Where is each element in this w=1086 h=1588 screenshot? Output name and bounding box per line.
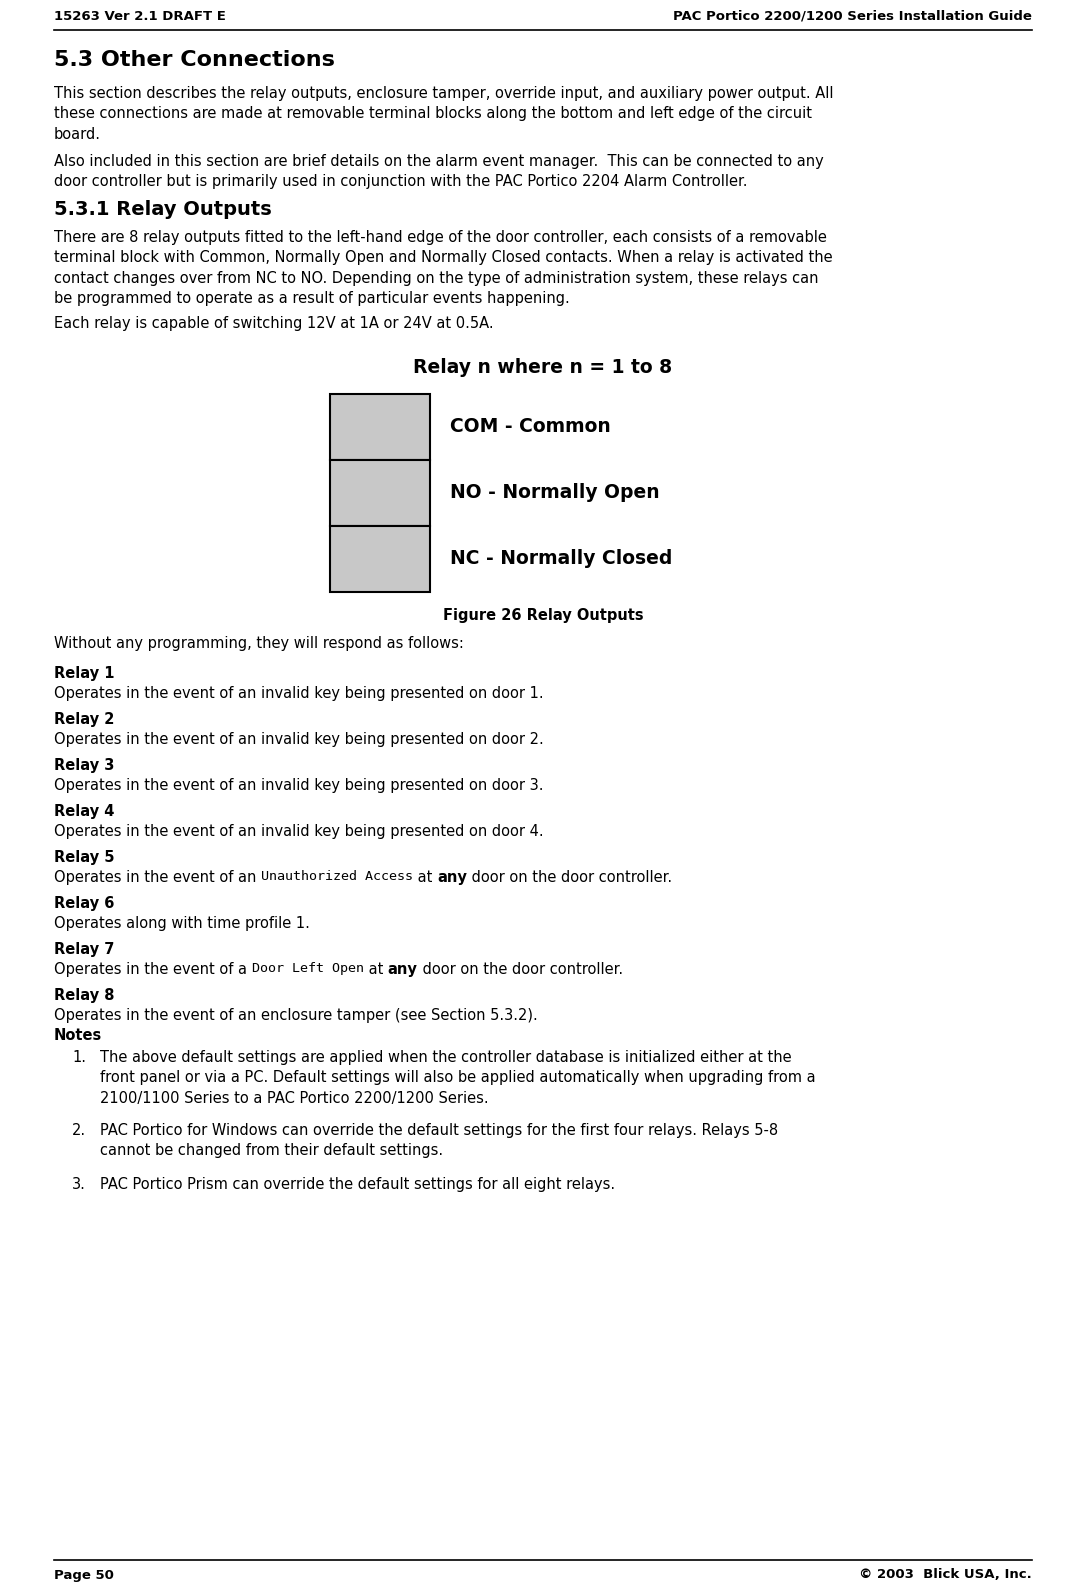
Text: Operates in the event of an invalid key being presented on door 1.: Operates in the event of an invalid key … [54,686,544,700]
Text: Operates in the event of an invalid key being presented on door 3.: Operates in the event of an invalid key … [54,778,543,792]
Text: Relay 1: Relay 1 [54,665,114,681]
Text: Relay 8: Relay 8 [54,988,114,1004]
Text: Door Left Open: Door Left Open [252,962,364,975]
Text: at: at [413,870,437,885]
Text: Relay 3: Relay 3 [54,757,114,773]
Text: NC - Normally Closed: NC - Normally Closed [450,549,672,569]
Text: Relay n where n = 1 to 8: Relay n where n = 1 to 8 [414,357,672,376]
Text: PAC Portico Prism can override the default settings for all eight relays.: PAC Portico Prism can override the defau… [100,1177,615,1193]
Text: Operates in the event of an invalid key being presented on door 2.: Operates in the event of an invalid key … [54,732,544,746]
Text: Page 50: Page 50 [54,1569,114,1582]
Text: Operates in the event of an invalid key being presented on door 4.: Operates in the event of an invalid key … [54,824,544,838]
Text: Operates along with time profile 1.: Operates along with time profile 1. [54,916,310,931]
Text: at: at [364,962,388,977]
Text: Operates in the event of an enclosure tamper (see Section 5.3.2).: Operates in the event of an enclosure ta… [54,1008,538,1023]
Bar [330,461,430,526]
Text: Operates in the event of a: Operates in the event of a [54,962,252,977]
Text: Figure 26 Relay Outputs: Figure 26 Relay Outputs [443,608,643,622]
Text: © 2003  Blick USA, Inc.: © 2003 Blick USA, Inc. [859,1569,1032,1582]
Text: Without any programming, they will respond as follows:: Without any programming, they will respo… [54,637,464,651]
Bar [330,526,430,592]
Text: Relay 5: Relay 5 [54,850,114,865]
Text: NO - Normally Open: NO - Normally Open [450,483,659,502]
Bar [330,394,430,461]
Text: Operates in the event of an: Operates in the event of an [54,870,261,885]
Text: door on the door controller.: door on the door controller. [467,870,672,885]
Text: PAC Portico 2200/1200 Series Installation Guide: PAC Portico 2200/1200 Series Installatio… [673,10,1032,22]
Text: Relay 4: Relay 4 [54,804,114,819]
Text: PAC Portico for Windows can override the default settings for the first four rel: PAC Portico for Windows can override the… [100,1123,779,1158]
Text: 3.: 3. [72,1177,86,1193]
Text: 1.: 1. [72,1050,86,1066]
Text: Also included in this section are brief details on the alarm event manager.  Thi: Also included in this section are brief … [54,154,824,189]
Text: 2.: 2. [72,1123,86,1139]
Text: any: any [437,870,467,885]
Text: Relay 7: Relay 7 [54,942,114,958]
Text: 15263 Ver 2.1 DRAFT E: 15263 Ver 2.1 DRAFT E [54,10,226,22]
Text: Relay 2: Relay 2 [54,711,114,727]
Text: This section describes the relay outputs, enclosure tamper, override input, and : This section describes the relay outputs… [54,86,833,141]
Text: The above default settings are applied when the controller database is initializ: The above default settings are applied w… [100,1050,816,1105]
Text: 5.3 Other Connections: 5.3 Other Connections [54,49,334,70]
Text: Each relay is capable of switching 12V at 1A or 24V at 0.5A.: Each relay is capable of switching 12V a… [54,316,494,330]
Text: Relay 6: Relay 6 [54,896,114,912]
Text: Notes: Notes [54,1027,102,1043]
Text: door on the door controller.: door on the door controller. [417,962,622,977]
Text: 5.3.1 Relay Outputs: 5.3.1 Relay Outputs [54,200,272,219]
Text: COM - Common: COM - Common [450,418,610,437]
Text: Unauthorized Access: Unauthorized Access [261,870,413,883]
Text: any: any [388,962,417,977]
Text: There are 8 relay outputs fitted to the left-hand edge of the door controller, e: There are 8 relay outputs fitted to the … [54,230,833,306]
